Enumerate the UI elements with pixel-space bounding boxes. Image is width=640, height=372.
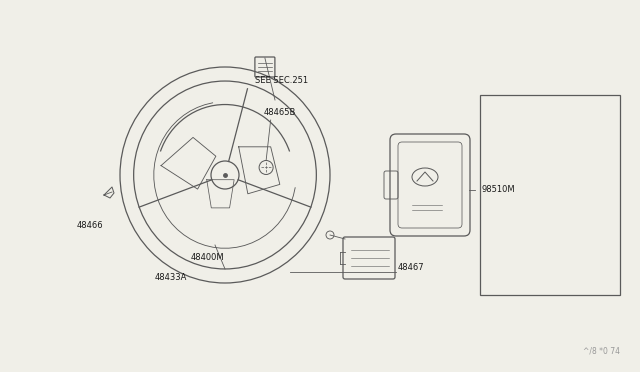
Text: 48466: 48466 <box>77 221 104 230</box>
Text: 98510M: 98510M <box>482 186 516 195</box>
Text: 48400M: 48400M <box>190 253 224 262</box>
Text: ^/8 *0 74: ^/8 *0 74 <box>583 346 620 355</box>
Text: SEE SEC.251: SEE SEC.251 <box>255 76 308 85</box>
Text: 48465B: 48465B <box>264 108 296 117</box>
Text: 48467: 48467 <box>398 263 424 272</box>
Text: 48433A: 48433A <box>155 273 188 282</box>
Bar <box>480 95 620 295</box>
